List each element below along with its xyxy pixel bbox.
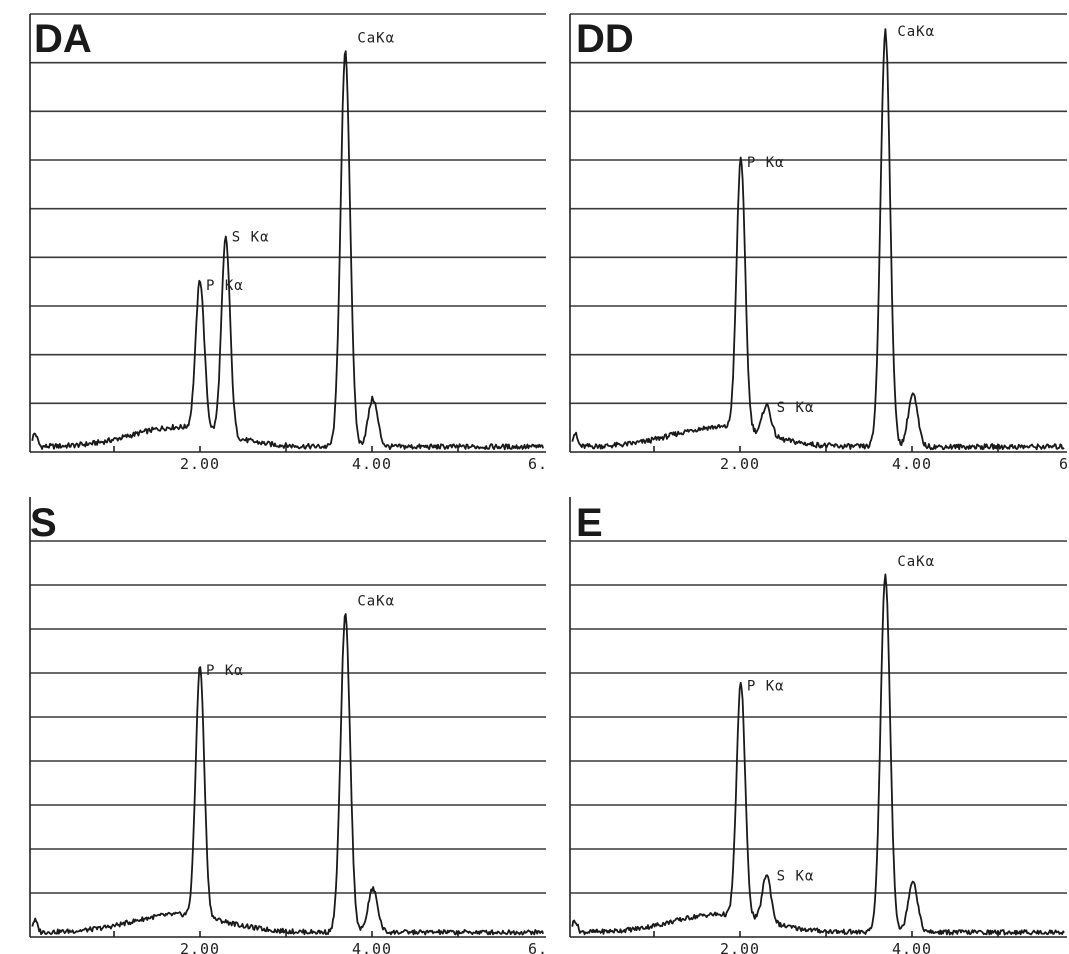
x-tick-label: 4.00 (892, 455, 932, 473)
spectrum-series (31, 50, 544, 451)
x-tick-label: 2.00 (180, 940, 220, 954)
peak-label: P Kα (206, 663, 244, 679)
x-tick-label: 4.00 (352, 940, 392, 954)
spectrum-panel-e: E P Kα S Kα CaKα 2.00 4.00 (569, 497, 1067, 954)
spectrum-series (31, 613, 544, 936)
peak-label: P Kα (206, 278, 244, 294)
spectrum-panel-dd: DD P Kα S Kα CaKα 2.00 4.00 6 (569, 13, 1069, 473)
x-tick-label: 6. (528, 940, 548, 954)
x-tick-label: 6 (1059, 455, 1069, 473)
x-tick-label: 2.00 (720, 455, 760, 473)
spectrum-series (571, 28, 1065, 451)
panel-title: E (576, 501, 603, 545)
x-tick-label: 2.00 (180, 455, 220, 473)
x-tick-label: 4.00 (892, 940, 932, 954)
spectrum-series (571, 573, 1065, 936)
spectrum-panel-s: S P Kα CaKα 2.00 4.00 6. (29, 497, 548, 954)
peak-label: CaKα (897, 24, 935, 40)
x-tick-label: 4.00 (352, 455, 392, 473)
x-tick-label: 2.00 (720, 940, 760, 954)
peak-label: CaKα (357, 593, 395, 609)
panel-title: DA (34, 17, 92, 61)
spectrum-panel-da: DA P Kα S Kα CaKα 2.00 4.00 6. (29, 13, 548, 473)
peak-label: P Kα (747, 155, 785, 171)
panel-title: DD (576, 17, 634, 61)
x-tick-label: 6. (528, 455, 548, 473)
peak-label: CaKα (357, 31, 395, 47)
peak-label: S Kα (232, 230, 270, 246)
peak-label: CaKα (897, 554, 935, 570)
peak-label: S Kα (777, 400, 815, 416)
peak-label: S Kα (777, 869, 815, 885)
peak-label: P Kα (747, 679, 785, 695)
panel-title: S (30, 501, 57, 545)
